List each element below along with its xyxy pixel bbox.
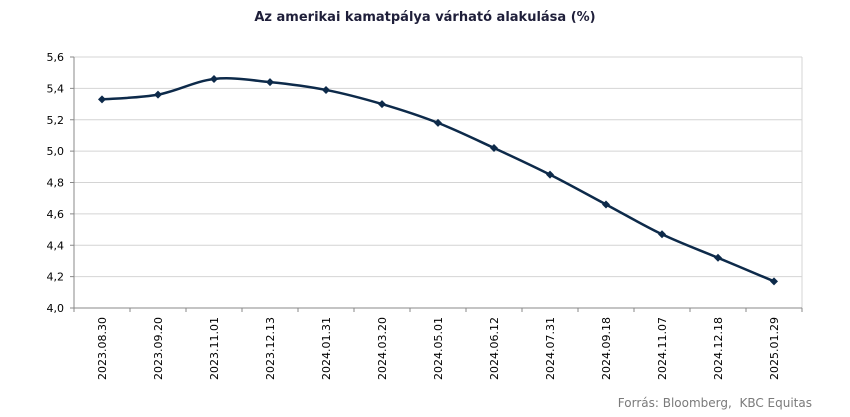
series-layer	[98, 74, 778, 286]
axes	[70, 56, 803, 312]
data-point-marker	[658, 230, 666, 239]
x-axis-tick-labels: 2023.08.30 2023.09.20 2023.11.01 2023.12.13…	[96, 317, 781, 380]
gridlines	[74, 56, 803, 308]
data-point-marker	[490, 143, 498, 152]
data-point-marker	[714, 253, 722, 262]
data-point-marker	[434, 118, 442, 127]
series-line	[101, 77, 775, 283]
x-tick-label: 2024.12.18	[712, 317, 725, 380]
x-tick-label: 2024.06.12	[488, 317, 501, 380]
x-tick-label: 2023.09.20	[152, 317, 165, 380]
y-tick-label: 4,4	[47, 239, 65, 252]
x-tick-label: 2023.08.30	[96, 317, 109, 380]
y-tick-label: 5,0	[47, 145, 65, 158]
x-tick-label: 2024.01.31	[320, 317, 333, 380]
y-tick-label: 4,8	[47, 177, 65, 190]
data-point-marker	[322, 85, 330, 94]
data-point-marker	[770, 277, 778, 286]
x-tick-label: 2023.11.01	[208, 317, 221, 380]
y-tick-label: 4,6	[47, 208, 65, 221]
data-point-marker	[98, 95, 106, 104]
x-tick-label: 2024.09.18	[600, 317, 613, 380]
y-tick-label: 5,6	[47, 51, 65, 64]
x-tick-label: 2024.11.07	[656, 317, 669, 380]
data-point-marker	[546, 170, 554, 179]
x-tick-label: 2025.01.29	[768, 317, 781, 380]
y-tick-label: 5,2	[47, 114, 65, 127]
x-tick-label: 2023.12.13	[264, 317, 277, 380]
y-tick-label: 5,4	[47, 82, 65, 95]
y-axis-tick-labels: 4,0 4,2 4,4 4,6 4,8 5,0 5,2 5,4 5,6	[47, 51, 65, 315]
data-point-marker	[210, 74, 218, 83]
y-tick-label: 4,2	[47, 271, 65, 284]
data-point-marker	[602, 200, 610, 209]
y-tick-label: 4,0	[47, 302, 65, 315]
data-point-marker	[378, 100, 386, 109]
x-tick-label: 2024.05.01	[432, 317, 445, 380]
source-note: Forrás: Bloomberg, KBC Equitas	[617, 396, 812, 410]
x-tick-label: 2024.03.20	[376, 317, 389, 380]
data-point-marker	[266, 78, 274, 87]
chart-title: Az amerikai kamatpálya várható alakulása…	[254, 10, 596, 25]
x-tick-label: 2024.07.31	[544, 317, 557, 380]
data-point-marker	[154, 90, 162, 99]
